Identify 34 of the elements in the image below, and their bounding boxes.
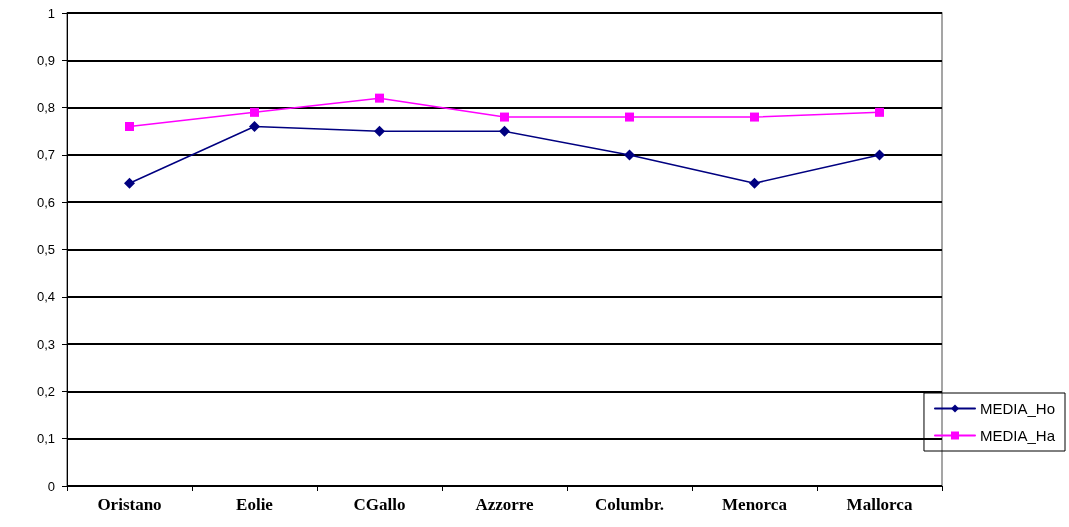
y-tick-label: 0,6	[36, 194, 55, 210]
y-tick-label: 1	[47, 5, 55, 21]
point	[250, 107, 259, 117]
point	[874, 149, 885, 161]
point	[750, 112, 759, 122]
y-tick-label: 0	[47, 478, 55, 494]
y-tick-label: 0,9	[36, 52, 55, 68]
x-tick-label: Mallorca	[846, 495, 913, 514]
x-tick-label: Azzorre	[475, 495, 535, 514]
x-tick-label: Columbr.	[595, 495, 664, 514]
point	[875, 107, 884, 117]
point	[124, 177, 135, 189]
point	[625, 112, 634, 122]
y-tick-label: 0,5	[36, 242, 55, 257]
point	[499, 125, 510, 137]
x-tick-label: Eolie	[236, 495, 274, 514]
y-tick-label: 0,1	[36, 431, 55, 447]
y-tick-label: 0,7	[36, 147, 55, 163]
point	[624, 149, 635, 161]
y-tick-label: 0,4	[36, 289, 55, 305]
point	[375, 93, 384, 103]
x-tick-label: Menorca	[722, 495, 788, 514]
y-tick-label: 0,3	[36, 336, 55, 352]
point	[249, 121, 260, 133]
legend-label: MEDIA_Ho	[979, 400, 1056, 417]
legend-label: MEDIA_Ha	[979, 427, 1056, 444]
point	[500, 112, 509, 122]
point	[374, 125, 385, 137]
point	[125, 122, 134, 132]
y-tick-label: 0,8	[36, 100, 55, 116]
x-tick-label: Oristano	[97, 495, 162, 514]
point	[749, 177, 760, 189]
y-tick-label: 0,2	[36, 383, 55, 399]
x-tick-label: CGallo	[353, 495, 406, 514]
